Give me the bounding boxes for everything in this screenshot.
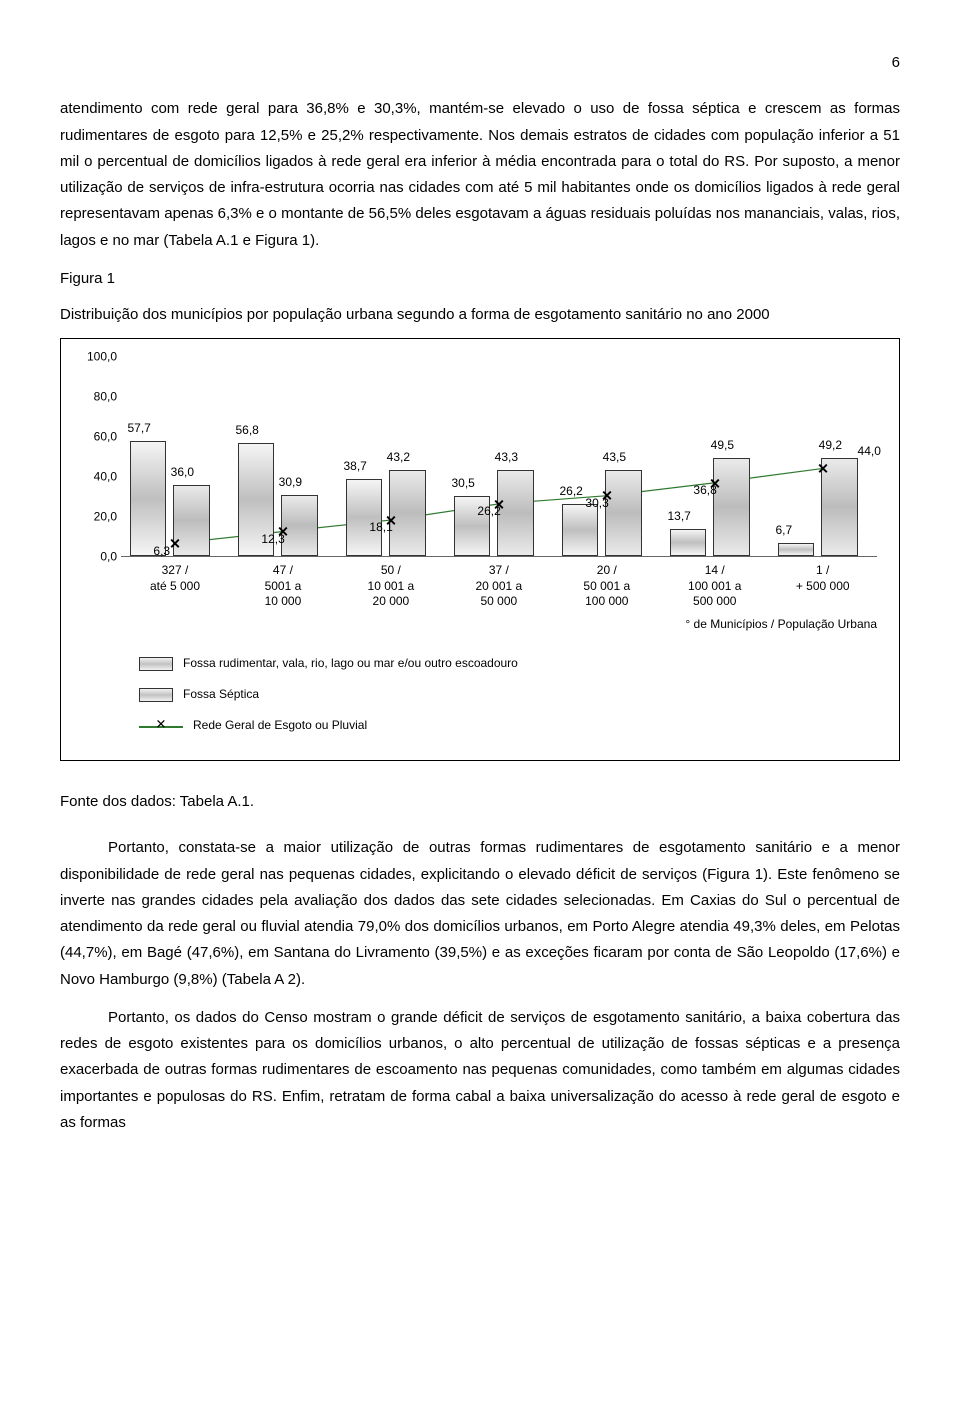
- legend-item-septica: Fossa Séptica: [139, 684, 881, 705]
- line-value-label: 6,3: [153, 541, 170, 562]
- x-axis-category: 50 /10 001 a20 000: [337, 563, 445, 610]
- y-axis-tick: 60,0: [94, 427, 117, 448]
- bar-value-label: 44,0: [858, 441, 881, 462]
- bar-group: 56,830,9✕12,3: [229, 357, 337, 556]
- x-axis-category: 14 /100 001 a500 000: [661, 563, 769, 610]
- bar-group: 30,543,3✕26,2: [445, 357, 553, 556]
- paragraph-1: atendimento com rede geral para 36,8% e …: [60, 96, 900, 254]
- y-axis-tick: 0,0: [100, 547, 117, 568]
- bar-value-label: 36,0: [171, 462, 194, 483]
- y-axis-tick: 20,0: [94, 507, 117, 528]
- bar-value-label: 49,5: [711, 435, 734, 456]
- bar-group: 38,743,2✕18,1: [337, 357, 445, 556]
- bar-rudimentar: [778, 543, 815, 556]
- line-marker-icon: ✕: [817, 456, 829, 481]
- chart-plot-area: 100,080,060,040,020,00,0 57,736,0✕6,356,…: [79, 357, 881, 557]
- page-number: 6: [60, 50, 900, 76]
- legend-item-rede-geral: ✕ Rede Geral de Esgoto ou Pluvial: [139, 715, 881, 736]
- bar-value-label: 43,5: [603, 447, 626, 468]
- legend-label: Rede Geral de Esgoto ou Pluvial: [193, 715, 367, 736]
- paragraph-2: Portanto, constata-se a maior utilização…: [60, 835, 900, 993]
- bar-value-label: 30,9: [279, 472, 302, 493]
- line-marker-icon: ✕: [601, 484, 613, 509]
- legend-swatch-line: ✕: [139, 719, 183, 733]
- bar-value-label: 6,7: [775, 520, 792, 541]
- bar-value-label: 38,7: [343, 456, 366, 477]
- legend-item-rudimentar: Fossa rudimentar, vala, rio, lago ou mar…: [139, 653, 881, 674]
- legend-swatch-bar: [139, 688, 173, 702]
- legend-swatch-bar: [139, 657, 173, 671]
- secondary-axis-label: ° de Municípios / População Urbana: [79, 614, 877, 635]
- bar-value-label: 43,3: [495, 447, 518, 468]
- bar-group: 6,749,244,0✕: [769, 357, 877, 556]
- bar-septica: [605, 470, 642, 557]
- bar-value-label: 13,7: [667, 506, 690, 527]
- bar-value-label: 57,7: [127, 418, 150, 439]
- line-marker-icon: ✕: [709, 471, 721, 496]
- figure-caption: Distribuição dos municípios por populaçã…: [60, 302, 900, 328]
- y-axis-tick: 80,0: [94, 387, 117, 408]
- line-marker-icon: ✕: [277, 520, 289, 545]
- bar-value-label: 30,5: [451, 473, 474, 494]
- bar-group: 26,243,5✕30,3: [553, 357, 661, 556]
- figure-source: Fonte dos dados: Tabela A.1.: [60, 789, 900, 815]
- x-axis-category: 47 /5001 a10 000: [229, 563, 337, 610]
- figure-label: Figura 1: [60, 266, 900, 292]
- legend-label: Fossa Séptica: [183, 684, 259, 705]
- x-axis-category: 327 /até 5 000: [121, 563, 229, 610]
- y-axis-tick: 100,0: [87, 347, 117, 368]
- line-marker-icon: ✕: [493, 492, 505, 517]
- bar-group: 13,749,5✕36,8: [661, 357, 769, 556]
- legend-label: Fossa rudimentar, vala, rio, lago ou mar…: [183, 653, 518, 674]
- x-axis-labels: 327 /até 5 00047 /5001 a10 00050 /10 001…: [121, 563, 877, 610]
- y-axis: 100,080,060,040,020,00,0: [79, 357, 121, 557]
- x-axis-category: 37 /20 001 a50 000: [445, 563, 553, 610]
- bar-value-label: 26,2: [559, 481, 582, 502]
- bar-value-label: 56,8: [235, 420, 258, 441]
- bar-value-label: 43,2: [387, 447, 410, 468]
- line-marker-icon: ✕: [385, 508, 397, 533]
- x-axis-category: 20 /50 001 a100 000: [553, 563, 661, 610]
- x-axis-category: 1 /+ 500 000: [769, 563, 877, 610]
- y-axis-tick: 40,0: [94, 467, 117, 488]
- bar-rudimentar: [130, 441, 167, 556]
- plot-region: 57,736,0✕6,356,830,9✕12,338,743,2✕18,130…: [121, 357, 877, 557]
- chart-container: 100,080,060,040,020,00,0 57,736,0✕6,356,…: [60, 338, 900, 761]
- chart-legend: Fossa rudimentar, vala, rio, lago ou mar…: [139, 653, 881, 736]
- paragraph-3: Portanto, os dados do Censo mostram o gr…: [60, 1005, 900, 1136]
- bar-value-label: 49,2: [819, 435, 842, 456]
- line-marker-icon: ✕: [169, 531, 181, 556]
- bar-group: 57,736,0✕6,3: [121, 357, 229, 556]
- bar-rudimentar: [670, 529, 707, 556]
